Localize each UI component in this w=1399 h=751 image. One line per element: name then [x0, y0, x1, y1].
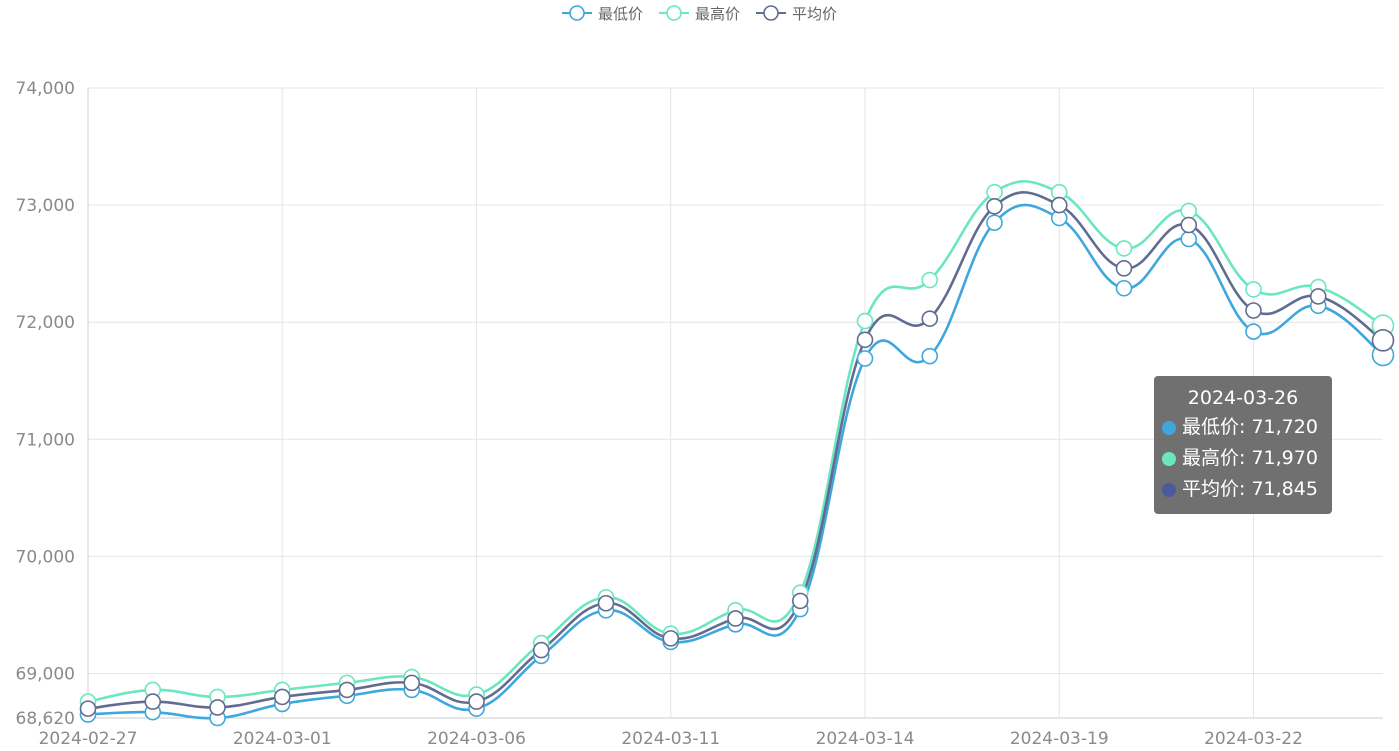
x-tick-label: 2024-03-14	[816, 729, 915, 749]
legend-low-marker-icon	[561, 5, 592, 21]
legend-low-label: 最低价	[597, 4, 643, 23]
x-tick-label: 2024-03-11	[621, 729, 720, 749]
tooltip-avg-value: 71,845	[1251, 478, 1318, 500]
legend-high-label: 最高价	[694, 4, 740, 23]
tooltip-high-label: 最高价	[1182, 447, 1240, 469]
data-point	[273, 688, 291, 706]
chart-tooltip: 2024-03-26 最低价: 71,720 最高价: 71,970 平均价: …	[1154, 376, 1332, 514]
legend-item-avg[interactable]: 平均价	[756, 2, 837, 24]
data-point	[1371, 329, 1395, 352]
data-point	[791, 592, 809, 610]
data-point	[1180, 216, 1198, 234]
data-point	[338, 681, 356, 699]
axis-layer: 68,620 69,000 70,000 71,000 72,000 73,000 74,0…	[16, 79, 1383, 749]
data-point	[1115, 260, 1133, 277]
data-point	[986, 183, 1003, 201]
data-point	[921, 347, 939, 365]
data-point	[986, 214, 1003, 231]
data-point	[856, 312, 874, 330]
data-point	[986, 197, 1003, 215]
point-layer	[79, 183, 1395, 727]
data-point	[1050, 196, 1068, 214]
data-point	[1115, 279, 1133, 297]
x-tick-label: 2024-03-06	[427, 729, 526, 749]
data-point	[468, 693, 485, 710]
data-point	[921, 310, 939, 327]
tooltip-row-low: 最低价: 71,720	[1162, 412, 1324, 443]
series-line	[87, 179, 1384, 703]
data-point	[403, 674, 421, 692]
y-tick-label: 69,000	[16, 665, 75, 685]
tooltip-avg-label: 平均价	[1182, 478, 1240, 500]
data-point	[1115, 240, 1133, 257]
tooltip-low-dot	[1162, 420, 1176, 435]
x-tick-label: 2024-02-27	[39, 729, 138, 749]
y-tick-label: 70,000	[16, 547, 75, 567]
tooltip-avg-dot	[1162, 482, 1176, 497]
x-tick-label: 2024-03-01	[233, 729, 332, 749]
tooltip-high-value: 71,970	[1251, 447, 1318, 469]
grid-layer	[88, 87, 1383, 718]
y-tick-label: 72,000	[16, 313, 75, 333]
y-tick-label: 71,000	[16, 430, 75, 450]
data-point	[1245, 281, 1262, 298]
tooltip-low-value: 71,720	[1251, 416, 1318, 438]
series-line	[87, 191, 1384, 710]
data-point	[597, 594, 615, 612]
data-point	[532, 641, 550, 659]
data-point	[856, 331, 874, 349]
data-point	[1309, 288, 1327, 305]
tooltip-row-avg: 平均价: 71,845	[1162, 474, 1324, 505]
data-point	[79, 700, 97, 717]
y-tick-label: 68,620	[16, 709, 75, 729]
data-point	[1180, 202, 1198, 220]
data-point	[662, 630, 680, 647]
y-tick-label: 74,000	[16, 79, 75, 99]
data-point	[144, 693, 162, 710]
legend-item-high[interactable]: 最高价	[658, 2, 740, 24]
legend-item-low[interactable]: 最低价	[561, 2, 643, 24]
data-point	[1245, 323, 1262, 340]
tooltip-low-label: 最低价	[1182, 416, 1240, 438]
y-tick-label: 73,000	[16, 196, 75, 216]
legend: 最低价 最高价 平均价	[0, 2, 1399, 24]
tooltip-row-high: 最高价: 71,970	[1162, 443, 1324, 474]
data-point	[1180, 230, 1198, 248]
data-point	[1245, 302, 1262, 319]
data-point	[921, 271, 939, 289]
tooltip-date: 2024-03-26	[1187, 387, 1299, 409]
data-point	[856, 350, 874, 367]
tooltip-high-dot	[1162, 451, 1176, 466]
x-tick-label: 2024-03-22	[1204, 729, 1303, 749]
data-point	[727, 610, 744, 627]
legend-avg-label: 平均价	[792, 4, 838, 23]
legend-avg-marker-icon	[756, 5, 786, 21]
x-tick-label: 2024-03-19	[1010, 729, 1109, 749]
legend-high-marker-icon	[658, 5, 689, 21]
data-point	[209, 699, 226, 716]
